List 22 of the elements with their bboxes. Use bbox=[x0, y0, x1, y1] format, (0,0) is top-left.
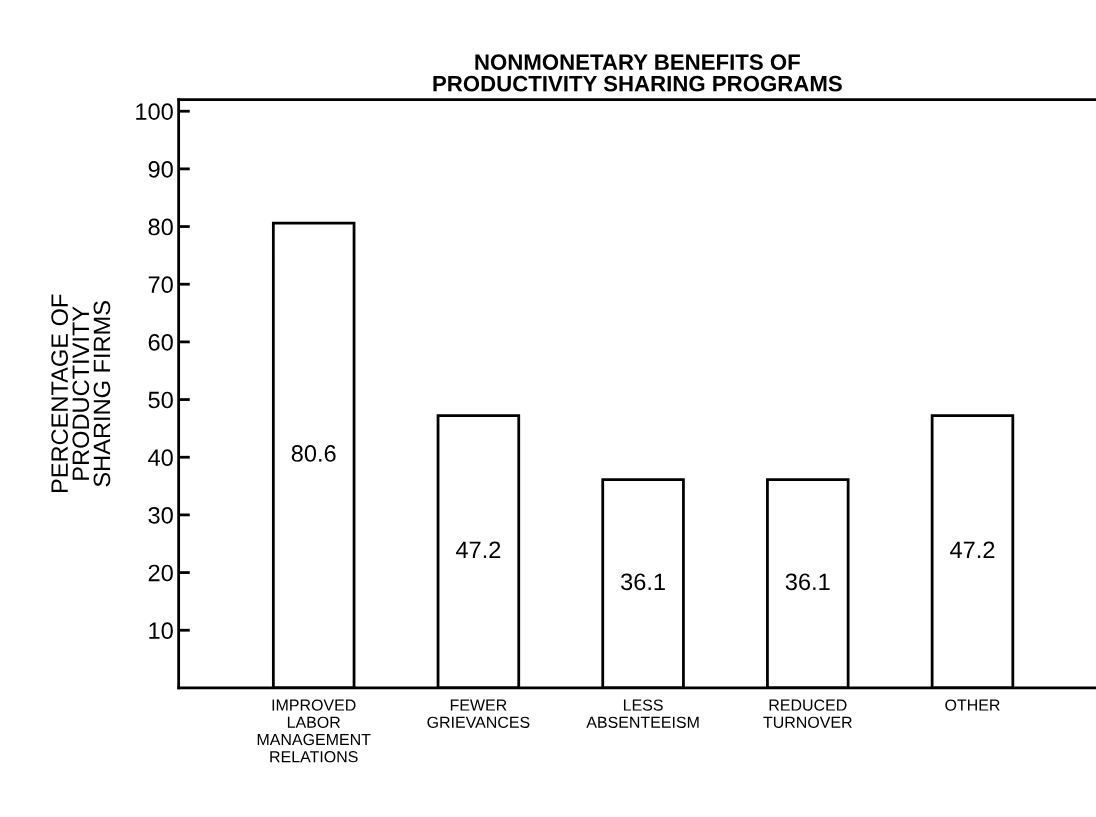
data-label: 36.1 bbox=[621, 573, 665, 591]
y-tick-label: 80 bbox=[148, 218, 173, 236]
data-label: 47.2 bbox=[950, 541, 995, 558]
y-tick-label: 40 bbox=[148, 449, 173, 467]
data-label: 47.2 bbox=[455, 541, 501, 558]
x-tick-label: LESS ABSENTEEISM bbox=[586, 699, 699, 728]
y-tick-label: 50 bbox=[148, 391, 173, 409]
y-tick-label: 70 bbox=[148, 276, 173, 294]
x-tick-label: OTHER bbox=[945, 699, 1000, 711]
y-tick-label: 30 bbox=[148, 506, 173, 524]
y-tick-label: 10 bbox=[149, 622, 173, 640]
data-label: 80.6 bbox=[291, 445, 336, 462]
x-tick-label: FEWER GRIEVANCES bbox=[427, 699, 530, 728]
y-tick-label: 100 bbox=[136, 103, 173, 120]
y-tick-label: 20 bbox=[148, 564, 173, 582]
y-tick-label: 60 bbox=[148, 333, 173, 351]
chart-title: NONMONETARY BENEFITS OF PRODUCTIVITY SHARING PROGRAMS bbox=[433, 54, 842, 92]
y-axis-title: PERCENTAGE OF PRODUCTIVITY SHARING FIRMS bbox=[51, 294, 111, 492]
x-tick-label: REDUCED TURNOVER bbox=[763, 699, 852, 728]
data-label: 36.1 bbox=[785, 573, 830, 591]
y-tick-label: 90 bbox=[148, 160, 173, 178]
x-tick-label: IMPROVED LABOR MANAGEMENT RELATIONS bbox=[257, 699, 371, 763]
